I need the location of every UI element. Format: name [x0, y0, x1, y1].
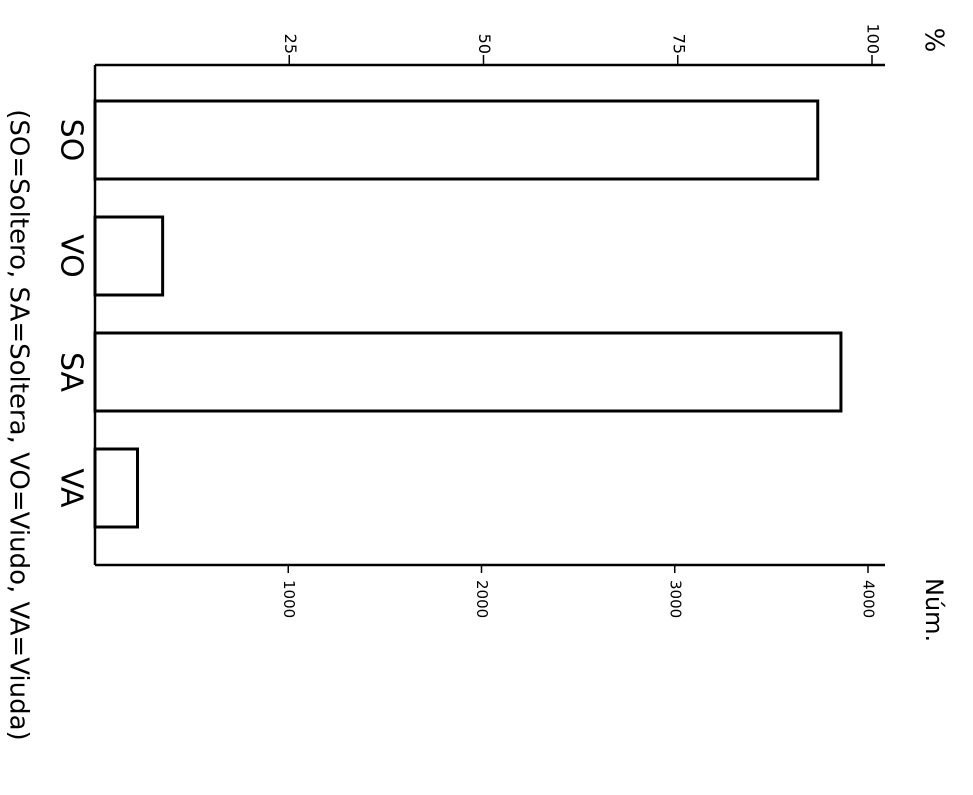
bar: [93, 99, 820, 181]
annotation: (SO=Soltero, SA=Soltera, VO=Viudo, VA=Vi…: [4, 109, 34, 740]
x-tick-label: SA: [54, 352, 89, 393]
y-tick-label: 1000: [280, 580, 298, 618]
x-tick-label: SO: [54, 119, 89, 162]
y2-tick-label: 75: [669, 34, 688, 54]
y2-tick-label: 50: [475, 34, 494, 54]
plot: % Núm. (SO=Soltero, SA=Soltera, VO=Viudo…: [4, 23, 949, 740]
y-tick-label: 3000: [666, 580, 684, 618]
y-axis-label: Núm.: [920, 578, 948, 642]
y-tick-label: 4000: [860, 580, 878, 618]
y-tick-label: 2000: [473, 580, 491, 618]
bar: [93, 215, 165, 297]
y2-tick-label: 25: [281, 34, 300, 54]
bar: [93, 447, 140, 529]
bar: [93, 331, 843, 413]
y2-axis-label: %: [919, 28, 949, 53]
x-tick-label: VA: [54, 468, 89, 508]
y2-tick-label: 100: [864, 23, 883, 54]
x-tick-label: VO: [54, 234, 89, 278]
